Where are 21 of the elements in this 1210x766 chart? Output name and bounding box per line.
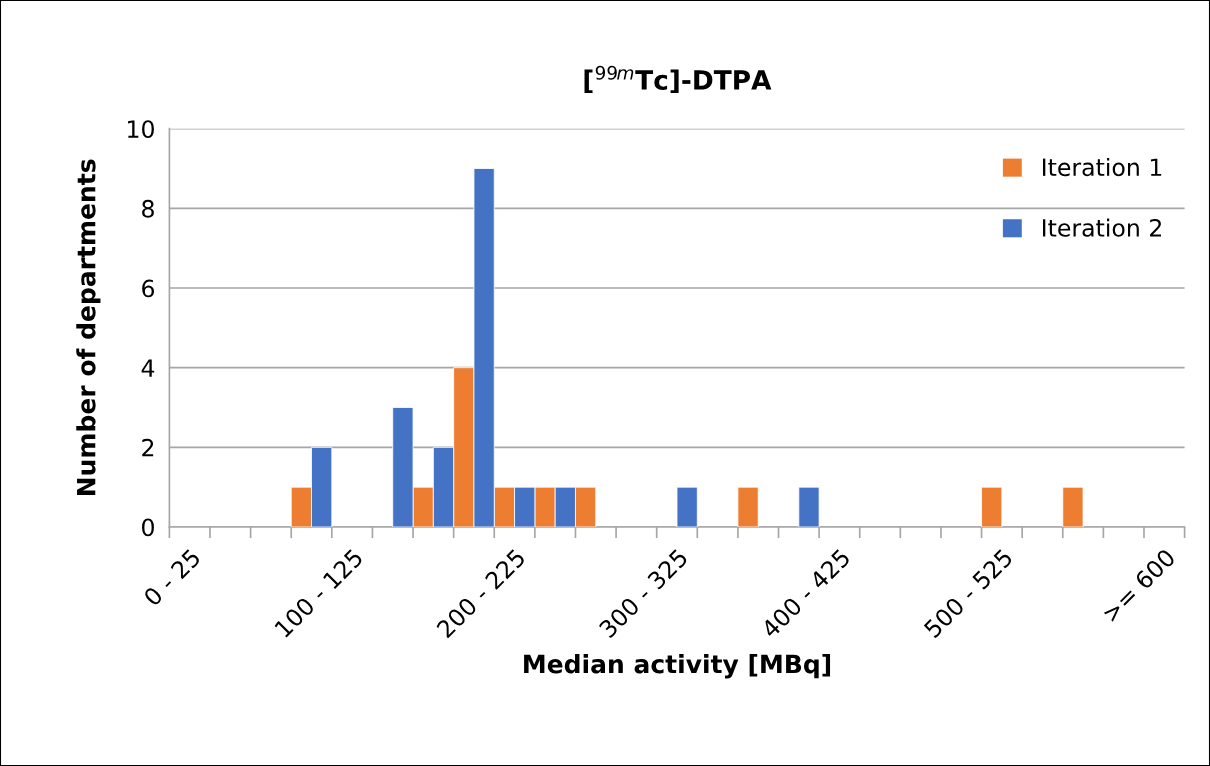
- y-tick-label: 6: [142, 279, 155, 298]
- x-tick-label: >= 600: [1101, 547, 1177, 623]
- x-tick-label: 300 - 325: [598, 548, 689, 639]
- legend-label: Iteration 2: [1042, 218, 1161, 237]
- legend-label: Iteration 1: [1042, 157, 1162, 177]
- bar: [676, 486, 698, 528]
- y-tick-label: 0: [142, 518, 154, 537]
- x-axis-title: Median activity [MBq]: [524, 654, 831, 679]
- x-tick-label: 400 - 425: [760, 548, 851, 639]
- y-tick-label: 10: [128, 120, 154, 138]
- bar: [981, 486, 1003, 528]
- x-tick-label: 100 - 125: [273, 548, 364, 638]
- y-tick-label: 2: [142, 438, 154, 457]
- y-axis-title: Number of departments: [76, 159, 101, 496]
- y-tick-label: 4: [141, 359, 155, 377]
- x-tick-label: 0 - 25: [142, 548, 202, 607]
- bar: [737, 486, 759, 528]
- chart-title: [$^{99m}$Tc]-DTPA: [584, 65, 772, 94]
- bar: [798, 486, 820, 528]
- y-tick-label: 8: [142, 199, 154, 218]
- bar: [1062, 486, 1084, 528]
